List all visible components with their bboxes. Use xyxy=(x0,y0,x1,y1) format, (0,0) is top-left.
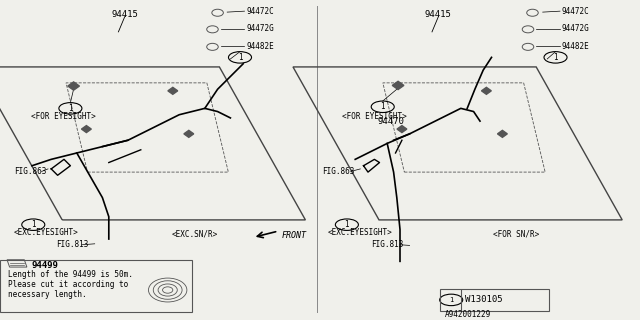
Text: 1: 1 xyxy=(380,102,385,111)
Text: 94415: 94415 xyxy=(111,10,138,19)
Text: <FOR EYESIGHT>: <FOR EYESIGHT> xyxy=(31,112,95,121)
Polygon shape xyxy=(481,87,492,94)
Polygon shape xyxy=(184,130,194,137)
Polygon shape xyxy=(81,125,92,132)
Text: W130105: W130105 xyxy=(465,295,503,304)
Text: FIG.863: FIG.863 xyxy=(322,167,355,176)
Text: 94472C: 94472C xyxy=(562,7,589,16)
Text: 1: 1 xyxy=(237,53,243,62)
Polygon shape xyxy=(168,87,178,94)
Text: <EXC.EYESIGHT>: <EXC.EYESIGHT> xyxy=(14,228,79,236)
Text: Length of the 94499 is 50m.: Length of the 94499 is 50m. xyxy=(8,270,132,279)
Text: 94472G: 94472G xyxy=(562,24,589,33)
Text: 94470: 94470 xyxy=(378,117,404,126)
Text: <FOR SN/R>: <FOR SN/R> xyxy=(493,230,539,239)
Text: FIG.813: FIG.813 xyxy=(56,240,89,249)
Text: 94482E: 94482E xyxy=(562,42,589,51)
Text: FIG.863: FIG.863 xyxy=(14,167,47,176)
Text: A942001229: A942001229 xyxy=(445,310,491,319)
Polygon shape xyxy=(397,125,407,132)
Polygon shape xyxy=(497,130,508,137)
Text: 94472G: 94472G xyxy=(246,24,274,33)
Text: <EXC.SN/R>: <EXC.SN/R> xyxy=(172,230,218,239)
Text: <EXC.EYESIGHT>: <EXC.EYESIGHT> xyxy=(328,228,392,236)
Text: 94499: 94499 xyxy=(32,261,59,270)
Polygon shape xyxy=(392,81,404,90)
Text: 94472C: 94472C xyxy=(246,7,274,16)
Text: 94482E: 94482E xyxy=(246,42,274,51)
Text: necessary length.: necessary length. xyxy=(8,290,86,299)
Text: 1: 1 xyxy=(344,220,349,229)
Text: 1: 1 xyxy=(31,220,36,229)
Text: FIG.813: FIG.813 xyxy=(371,240,404,249)
Text: 1: 1 xyxy=(449,297,453,303)
Text: Please cut it according to: Please cut it according to xyxy=(8,280,128,289)
Text: 1: 1 xyxy=(68,104,73,113)
Text: FRONT: FRONT xyxy=(282,231,307,240)
Polygon shape xyxy=(68,82,79,90)
Text: 1: 1 xyxy=(553,53,558,62)
Text: <FOR EYESIGHT>: <FOR EYESIGHT> xyxy=(342,112,407,121)
Text: 94415: 94415 xyxy=(425,10,452,19)
